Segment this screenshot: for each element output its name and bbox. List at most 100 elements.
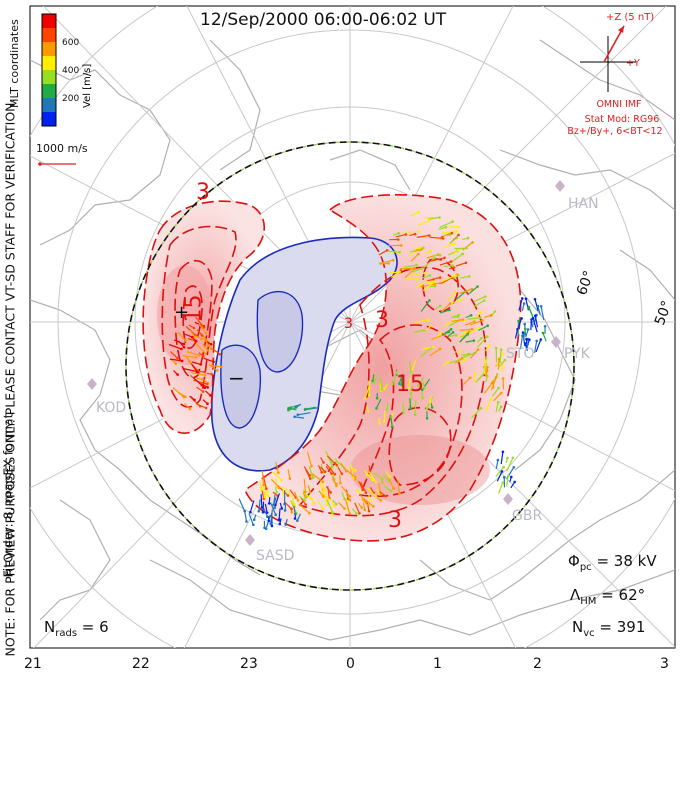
mlt-hour-0: 0: [346, 656, 355, 672]
velocity-vector-origin: [525, 298, 528, 301]
imf-y-label: +Y: [626, 58, 640, 69]
velocity-vector-origin: [457, 226, 460, 229]
velocity-vector-origin: [454, 291, 457, 294]
velocity-vector-origin: [309, 477, 312, 480]
velocity-vector-origin: [268, 502, 271, 505]
velocity-vector-origin: [365, 491, 368, 494]
velocity-vector-origin: [373, 381, 376, 384]
velocity-vector-origin: [304, 503, 307, 506]
velocity-vector-origin: [470, 314, 473, 317]
velocity-vector-origin: [383, 388, 386, 391]
velocity-vector-origin: [206, 402, 209, 405]
velocity-vector-origin: [290, 508, 293, 511]
stat-phi-pc-value: 38 kV: [614, 552, 657, 570]
velocity-vector-origin: [343, 498, 346, 501]
velocity-vector-origin: [439, 276, 442, 279]
velocity-vector-origin: [513, 466, 516, 469]
velocity-vector-origin: [471, 241, 474, 244]
velocity-vector-origin: [473, 339, 476, 342]
velocity-vector-origin: [537, 305, 540, 308]
velocity-vector-origin: [502, 481, 505, 484]
velocity-vector-origin: [455, 230, 458, 233]
velocity-vector-origin: [450, 260, 453, 263]
velocity-vector-origin: [202, 355, 205, 358]
velocity-vector-origin: [389, 476, 392, 479]
velocity-vector-origin: [468, 353, 471, 356]
velocity-vector-origin: [521, 335, 524, 338]
velocity-vector-origin: [535, 340, 538, 343]
velocity-vector-origin: [205, 407, 208, 410]
velocity-vector-origin: [339, 482, 342, 485]
velocity-vector-origin: [293, 503, 296, 506]
stat-n-vc-value: 391: [617, 618, 646, 636]
velocity-vector-origin: [523, 323, 526, 326]
velocity-vector-origin: [438, 216, 441, 219]
velocity-vector-origin: [520, 317, 523, 320]
velocity-vector-origin: [364, 397, 367, 400]
velocity-vector-origin: [465, 247, 468, 250]
velocity-vector-origin: [427, 220, 430, 223]
velocity-vector-origin: [464, 358, 467, 361]
velocity-vector-origin: [490, 398, 493, 401]
velocity-vector-origin: [494, 310, 497, 313]
velocity-vector-origin: [413, 268, 416, 271]
velocity-vector-origin: [429, 274, 432, 277]
velocity-vector-origin: [308, 512, 311, 515]
velocity-vector: [455, 248, 467, 249]
contour-label-3-c: 3: [388, 508, 402, 533]
velocity-vector-origin: [279, 523, 282, 526]
velocity-vector-origin: [328, 499, 331, 502]
velocity-vector-origin: [263, 527, 266, 530]
velocity-vector-origin: [524, 328, 527, 331]
velocity-vector-origin: [345, 470, 348, 473]
velocity-vector-origin: [479, 316, 482, 319]
velocity-vector-origin: [398, 271, 401, 274]
velocity-vector-origin: [468, 330, 471, 333]
velocity-vector-origin: [500, 392, 503, 395]
velocity-vector-origin: [262, 511, 265, 514]
velocity-vector-origin: [534, 298, 537, 301]
velocity-vector-origin: [198, 354, 201, 357]
velocity-vector-origin: [310, 465, 313, 468]
velocity-vector-origin: [266, 515, 269, 518]
velocity-vector-origin: [184, 396, 187, 399]
velocity-vector-origin: [467, 237, 470, 240]
velocity-vector-origin: [275, 491, 278, 494]
velocity-vector-origin: [501, 470, 504, 473]
velocity-vector: [498, 359, 499, 370]
velocity-vector-origin: [528, 338, 531, 341]
velocity-vector-origin: [432, 346, 435, 349]
velocity-vector-origin: [449, 302, 452, 305]
velocity-vector-origin: [484, 360, 487, 363]
velocity-vector-origin: [392, 487, 395, 490]
velocity-vector-origin: [210, 347, 213, 350]
velocity-vector-origin: [219, 353, 222, 356]
velocity-vector-origin: [266, 490, 269, 493]
velocity-vector-origin: [181, 360, 184, 363]
velocity-vector-origin: [502, 377, 505, 380]
velocity-vector-origin: [385, 495, 388, 498]
velocity-vector-origin: [488, 344, 491, 347]
velocity-vector-origin: [486, 335, 489, 338]
velocity-vector-origin: [333, 504, 336, 507]
scale-label: 1000 m/s: [36, 142, 88, 155]
velocity-vector-origin: [430, 325, 433, 328]
velocity-vector-origin: [195, 356, 198, 359]
velocity-vector-origin: [423, 329, 426, 332]
velocity-vector-origin: [428, 234, 431, 237]
velocity-vector: [531, 320, 532, 330]
velocity-vector-origin: [440, 332, 443, 335]
velocity-vector-origin: [402, 412, 405, 415]
velocity-vector-origin: [510, 476, 513, 479]
velocity-vector-origin: [383, 420, 386, 423]
contour-label-3-b: 3: [375, 308, 389, 333]
velocity-vector-origin: [284, 509, 287, 512]
velocity-vector-origin: [268, 520, 271, 523]
velocity-vector-origin: [334, 473, 337, 476]
velocity-vector-origin: [183, 346, 186, 349]
velocity-vector-origin: [439, 348, 442, 351]
velocity-vector-origin: [204, 352, 207, 355]
velocity-vector-origin: [375, 481, 378, 484]
velocity-vector-origin: [517, 320, 520, 323]
stat-n-rads: Nrads = 6: [44, 618, 109, 639]
